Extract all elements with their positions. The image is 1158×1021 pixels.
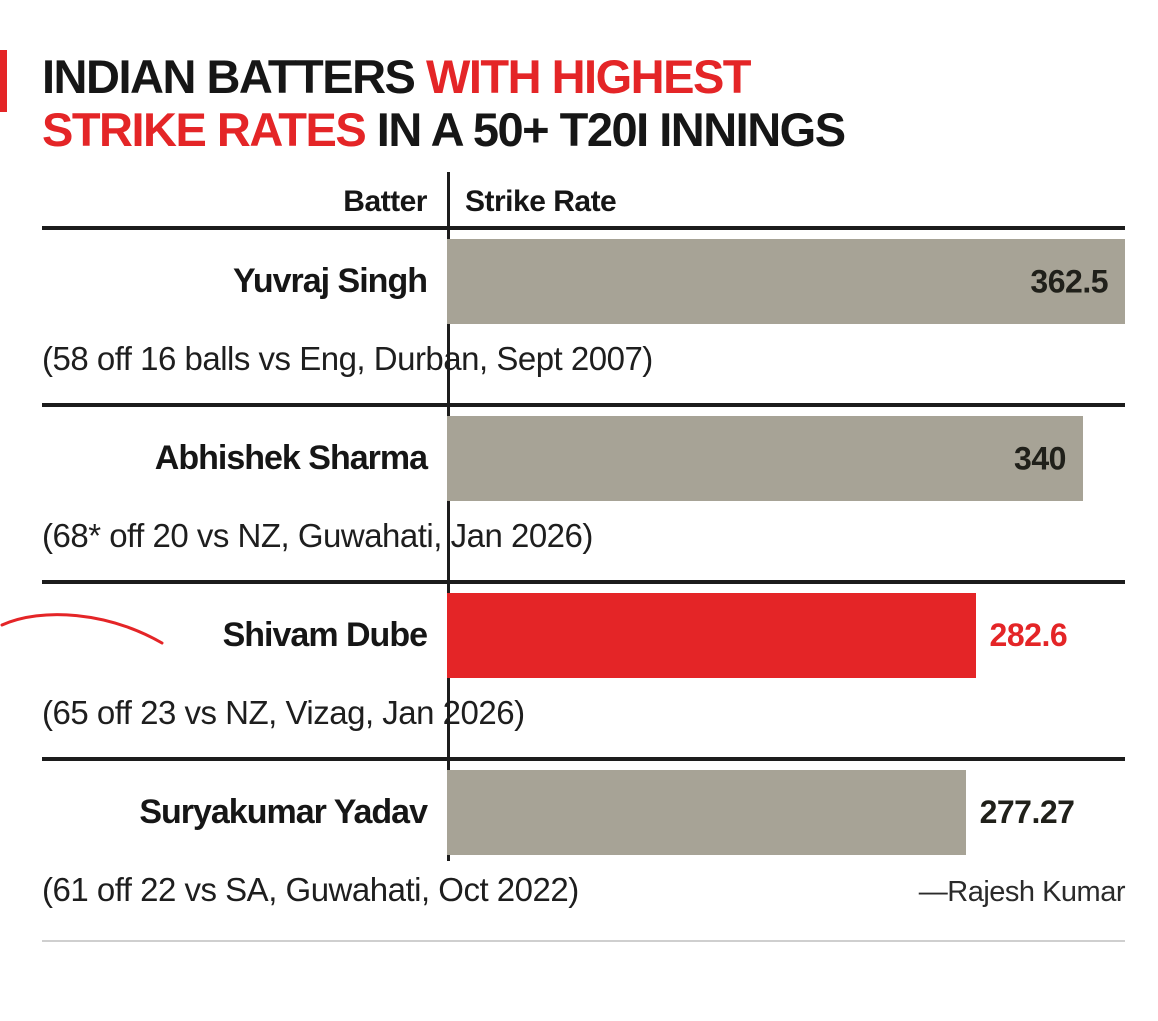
table-row: Yuvraj Singh 362.5 (58 off 16 balls vs E…	[42, 239, 1125, 408]
infographic: INDIAN BATTERS WITH HIGHEST STRIKE RATES …	[0, 50, 1158, 943]
chart-title: INDIAN BATTERS WITH HIGHEST STRIKE RATES …	[42, 50, 1125, 156]
strike-rate-value: 277.27	[979, 794, 1075, 831]
strike-rate-bar	[447, 593, 976, 679]
table-row: Suryakumar Yadav 277.27 (61 off 22 vs SA…	[42, 770, 1126, 943]
batter-name: Yuvraj Singh	[233, 262, 428, 301]
table-row-highlighted: Shivam Dube 282.6 (65 off 23 vs NZ, Viza…	[0, 593, 1125, 762]
header-strike-rate: Strike Rate	[465, 185, 617, 219]
strike-rate-bar: 340	[447, 416, 1083, 502]
batter-name: Shivam Dube	[222, 616, 428, 655]
innings-detail: (58 off 16 balls vs Eng, Durban, Sept 20…	[42, 340, 653, 378]
innings-detail: (65 off 23 vs NZ, Vizag, Jan 2026)	[42, 694, 525, 732]
red-edge-mark	[0, 50, 7, 112]
strike-rate-bar: 362.5	[447, 239, 1125, 325]
title-segment-black-2: IN A 50+ T20I INNINGS	[365, 103, 846, 157]
title-segment-red-2: STRIKE RATES	[42, 103, 367, 157]
strike-rate-bar	[447, 770, 966, 856]
highlight-swoosh	[0, 613, 164, 645]
batter-name: Suryakumar Yadav	[139, 793, 428, 832]
strike-rate-value: 362.5	[1030, 263, 1108, 300]
credit: —Rajesh Kumar	[918, 876, 1126, 909]
title-segment-red-1: WITH HIGHEST	[425, 50, 752, 103]
strike-rate-value: 340	[1014, 440, 1066, 477]
header-batter: Batter	[343, 185, 427, 219]
table-header: Batter Strike Rate	[42, 172, 1125, 231]
strike-rate-table: Batter Strike Rate Yuvraj Singh 362.5 (5…	[0, 172, 1126, 943]
innings-detail: (68* off 20 vs NZ, Guwahati, Jan 2026)	[42, 517, 593, 555]
table-row: Abhishek Sharma 340 (68* off 20 vs NZ, G…	[42, 416, 1125, 585]
title-segment-black-1: INDIAN BATTERS	[42, 50, 426, 103]
strike-rate-value: 282.6	[989, 617, 1068, 654]
innings-detail: (61 off 22 vs SA, Guwahati, Oct 2022)	[42, 871, 579, 909]
batter-name: Abhishek Sharma	[154, 439, 428, 478]
column-divider	[447, 172, 450, 862]
